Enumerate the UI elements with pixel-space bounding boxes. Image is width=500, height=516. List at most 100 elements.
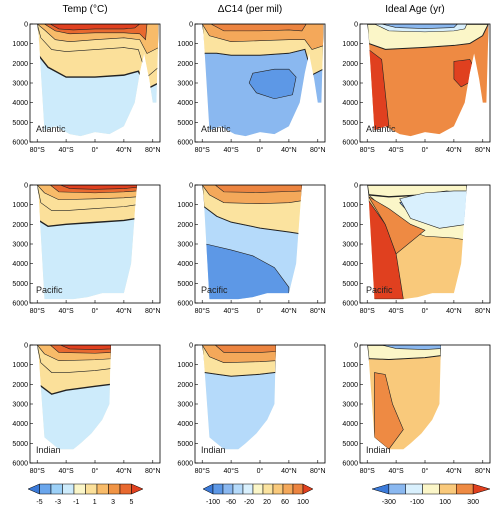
y-tick-label: 0: [354, 22, 358, 29]
x-tick-label: 40°N: [446, 146, 462, 154]
colorbar-swatch: [292, 483, 304, 495]
y-tick-label: 3000: [342, 242, 358, 249]
x-tick-label: 40°S: [388, 146, 404, 154]
column-title-temp: Temp (°C): [62, 4, 107, 15]
x-tick-label: 40°N: [281, 307, 297, 315]
column-title-age: Ideal Age (yr): [385, 4, 444, 15]
colorbar-tick-label: 300: [467, 499, 479, 506]
colorbar-swatch: [472, 483, 491, 495]
y-tick-label: 0: [189, 22, 193, 29]
x-tick-label: 40°N: [281, 467, 297, 475]
x-tick-label: 40°N: [116, 307, 132, 315]
colorbar-tick-label: 3: [111, 499, 115, 506]
y-tick-label: 3000: [177, 242, 193, 249]
x-tick-label: 0°: [422, 307, 429, 315]
x-tick-label: 80°S: [360, 146, 376, 154]
colorbar-tick-label: -100: [206, 499, 220, 506]
y-tick-label: 6000: [177, 140, 193, 147]
y-tick-label: 4000: [177, 421, 193, 428]
region-label-pacific: Pacific: [366, 285, 393, 295]
colorbar-tick-label: -5: [36, 499, 42, 506]
x-tick-label: 0°: [257, 146, 264, 154]
y-tick-label: 0: [24, 183, 28, 190]
colorbar-swatch: [232, 483, 244, 495]
x-tick-label: 80°N: [145, 307, 161, 315]
y-tick-label: 2000: [342, 382, 358, 389]
colorbar-tick-label: 100: [439, 499, 451, 506]
colorbar-tick-label: -3: [55, 499, 61, 506]
y-tick-label: 4000: [12, 261, 28, 268]
y-tick-label: 6000: [177, 301, 193, 308]
y-tick-label: 2000: [12, 382, 28, 389]
colorbar-swatch: [405, 483, 423, 495]
x-tick-label: 80°N: [310, 467, 326, 475]
y-tick-label: 1000: [342, 362, 358, 369]
x-tick-label: 80°N: [475, 307, 491, 315]
colorbar-swatch: [282, 483, 294, 495]
region-label-atlantic: Atlantic: [366, 124, 396, 134]
y-tick-label: 5000: [177, 281, 193, 288]
y-tick-label: 0: [24, 343, 28, 350]
y-tick-label: 5000: [12, 281, 28, 288]
y-tick-label: 3000: [12, 81, 28, 88]
colorbar-swatch: [85, 483, 98, 495]
colorbar-swatch: [371, 483, 390, 495]
x-tick-label: 0°: [92, 467, 99, 475]
x-tick-label: 80°S: [360, 467, 376, 475]
colorbar-swatch: [131, 483, 144, 495]
x-tick-label: 40°S: [388, 467, 404, 475]
y-tick-label: 2000: [342, 222, 358, 229]
y-tick-label: 5000: [342, 281, 358, 288]
y-tick-label: 3000: [177, 81, 193, 88]
x-tick-label: 40°S: [58, 467, 74, 475]
colorbar-swatch: [212, 483, 224, 495]
x-tick-label: 40°N: [116, 146, 132, 154]
y-tick-label: 4000: [12, 421, 28, 428]
x-tick-label: 80°N: [145, 146, 161, 154]
x-tick-label: 40°S: [58, 146, 74, 154]
y-tick-label: 1000: [177, 362, 193, 369]
x-tick-label: 40°S: [58, 307, 74, 315]
contour-band: [248, 68, 297, 100]
colorbar-swatch: [439, 483, 457, 495]
y-tick-label: 4000: [342, 261, 358, 268]
y-tick-label: 0: [354, 183, 358, 190]
colorbar-tick-label: -300: [382, 499, 396, 506]
y-tick-label: 1000: [12, 202, 28, 209]
y-tick-label: 6000: [342, 301, 358, 308]
contour-band: [399, 190, 467, 229]
contour-band: [37, 24, 159, 137]
contour-band: [210, 24, 307, 32]
x-tick-label: 80°S: [30, 467, 46, 475]
y-tick-label: 6000: [12, 301, 28, 308]
y-tick-label: 6000: [342, 140, 358, 147]
y-tick-label: 3000: [177, 402, 193, 409]
colorbar-swatch: [456, 483, 474, 495]
x-tick-label: 0°: [92, 146, 99, 154]
contour-band: [37, 185, 137, 300]
region-label-indian: Indian: [201, 445, 226, 455]
y-tick-label: 5000: [177, 441, 193, 448]
y-tick-label: 2000: [177, 61, 193, 68]
y-tick-label: 3000: [12, 402, 28, 409]
y-tick-label: 5000: [12, 120, 28, 127]
y-tick-label: 5000: [12, 441, 28, 448]
x-tick-label: 0°: [257, 307, 264, 315]
region-label-indian: Indian: [36, 445, 61, 455]
x-tick-label: 40°N: [446, 307, 462, 315]
x-tick-label: 40°S: [223, 146, 239, 154]
y-tick-label: 6000: [342, 461, 358, 468]
colorbar-tick-label: 5: [130, 499, 134, 506]
colorbar-tick-label: 20: [263, 499, 271, 506]
y-tick-label: 3000: [342, 402, 358, 409]
colorbar-1: -100 -60 -20 20 60 100: [202, 483, 314, 506]
contour-band: [381, 24, 459, 29]
y-tick-label: 4000: [177, 261, 193, 268]
